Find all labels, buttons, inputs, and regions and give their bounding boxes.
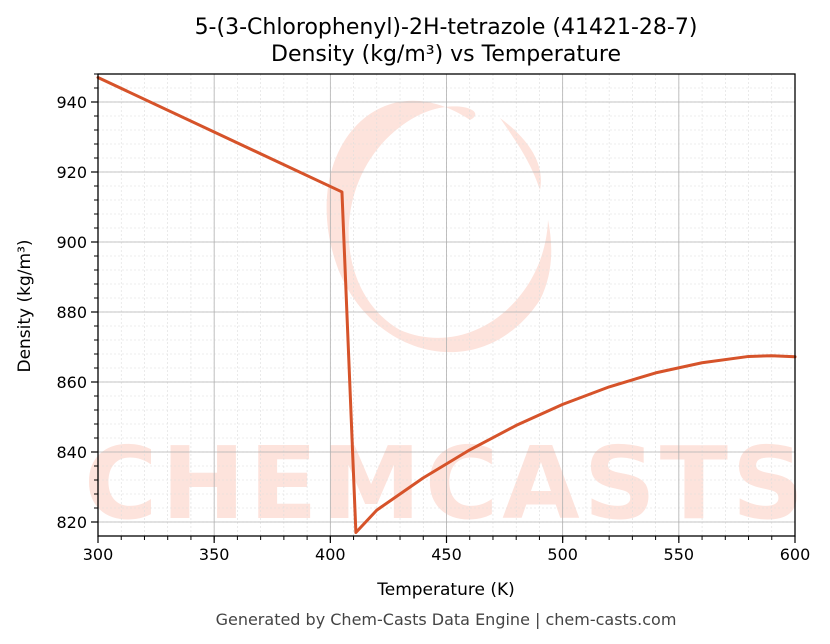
series-layer [96, 76, 797, 534]
y-tick-label: 940 [56, 93, 87, 112]
y-tick-label: 880 [56, 303, 87, 322]
footer-credit: Generated by Chem-Casts Data Engine | ch… [216, 610, 677, 629]
y-tick-label: 900 [56, 233, 87, 252]
x-tick-label: 400 [315, 545, 346, 564]
x-tick-label: 500 [547, 545, 578, 564]
x-tick-label: 600 [780, 545, 811, 564]
chart-subtitle: Density (kg/m³) vs Temperature [271, 42, 621, 67]
x-tick-label: 300 [83, 545, 114, 564]
watermark-text: CHEMCASTS [84, 425, 808, 542]
y-axis-label: Density (kg/m³) [15, 239, 35, 372]
x-tick-label: 550 [664, 545, 695, 564]
watermark: CHEMCASTS [84, 100, 808, 542]
x-axis-label: Temperature (K) [376, 580, 515, 600]
x-axis-ticks: 300 350 400 450 500 550 600 [83, 536, 811, 564]
watermark-logo-swirl [326, 100, 552, 353]
x-tick-label: 350 [199, 545, 230, 564]
density-line [96, 76, 797, 534]
y-axis-ticks: 820 840 860 880 900 920 940 [56, 73, 98, 532]
y-tick-label: 820 [56, 513, 87, 532]
chart-title: 5-(3-Chlorophenyl)-2H-tetrazole (41421-2… [195, 15, 698, 40]
y-tick-label: 860 [56, 373, 87, 392]
x-tick-label: 450 [431, 545, 462, 564]
y-tick-label: 840 [56, 443, 87, 462]
y-tick-label: 920 [56, 163, 87, 182]
